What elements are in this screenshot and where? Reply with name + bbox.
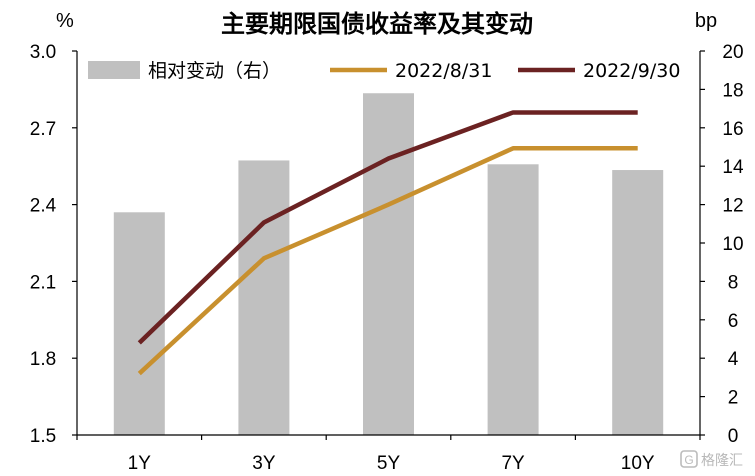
legend-label: 2022/9/30 <box>583 60 680 82</box>
left-tick-label: 2.1 <box>30 272 56 293</box>
left-tick-label: 1.8 <box>30 349 56 370</box>
watermark-text: 格隆汇 <box>701 453 743 469</box>
left-tick-label: 2.7 <box>30 119 56 140</box>
right-tick-label: 14 <box>722 157 744 178</box>
x-tick-label: 7Y <box>501 453 525 474</box>
left-tick-label: 2.4 <box>30 196 57 217</box>
x-tick-label: 3Y <box>252 453 276 474</box>
legend-swatch <box>88 61 140 79</box>
right-tick-label: 2 <box>728 388 739 409</box>
right-tick-label: 6 <box>728 311 739 332</box>
right-tick-label: 16 <box>722 119 743 140</box>
series-line <box>137 146 638 376</box>
right-tick-label: 0 <box>728 426 739 447</box>
legend-label: 2022/8/31 <box>395 60 492 82</box>
bar <box>487 164 539 435</box>
bar <box>612 170 664 436</box>
legend: 相对变动（右） 2022/8/31 2022/9/30 <box>88 60 680 82</box>
watermark-logo-icon <box>680 450 698 468</box>
watermark: G 格隆汇 <box>680 450 743 469</box>
axes: 1.5 1.8 2.1 2.4 2.7 3.0 0 2 4 6 8 10 12 14 16 18 20 1Y 3Y 5… <box>30 42 744 474</box>
line-series <box>137 110 638 376</box>
right-axis-unit: bp <box>695 10 717 32</box>
x-tick-label: 5Y <box>377 453 401 474</box>
right-tick-label: 18 <box>722 80 743 101</box>
bar <box>238 160 290 435</box>
bar-series <box>113 93 664 436</box>
left-tick-label: 3.0 <box>30 42 56 63</box>
watermark-logo-letter: G <box>684 453 693 467</box>
right-tick-label: 8 <box>728 272 739 293</box>
legend-label: 相对变动（右） <box>148 60 281 82</box>
x-tick-label: 10Y <box>621 453 655 474</box>
left-tick-label: 1.5 <box>30 426 56 447</box>
right-tick-label: 20 <box>722 42 743 63</box>
left-axis-unit: % <box>56 10 74 32</box>
bar <box>363 93 414 436</box>
right-tick-label: 10 <box>722 234 743 255</box>
x-tick-label: 1Y <box>128 453 152 474</box>
right-tick-label: 12 <box>722 196 743 217</box>
series-line <box>137 110 638 345</box>
chart-title: 主要期限国债收益率及其变动 <box>221 10 533 38</box>
right-tick-label: 4 <box>728 349 739 370</box>
